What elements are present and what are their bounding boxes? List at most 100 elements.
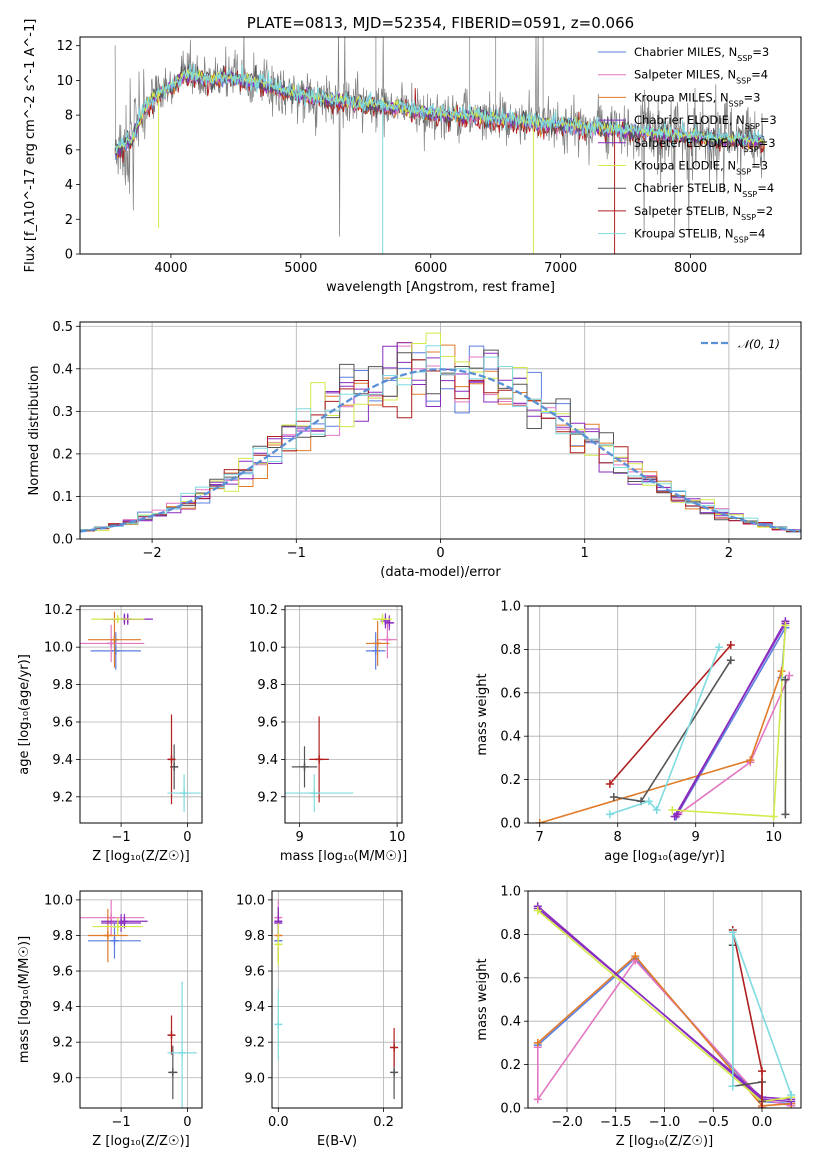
plot-frame	[527, 605, 802, 824]
y-tick-label: 0.2	[52, 447, 73, 462]
y-tick-label: 0	[65, 248, 73, 263]
salpeter_miles-point	[377, 620, 398, 659]
y-tick-label: 10.2	[249, 603, 278, 618]
legend-entry: 𝒩(0, 1)	[738, 337, 780, 351]
y-tick-label: 0.4	[52, 362, 73, 377]
legend-count: =3	[752, 45, 769, 59]
mass_vs_z-plot-area	[80, 891, 202, 1108]
mass_weight_vs_z-plot-area	[528, 891, 801, 1108]
age_vs_z-plot-area	[80, 606, 202, 823]
series-marker	[785, 671, 794, 680]
series-marker	[605, 810, 614, 819]
y-tick-label: 0.0	[500, 1102, 521, 1117]
series-marker	[781, 810, 790, 819]
point-marker	[111, 646, 120, 655]
x-axis-label: mass [log₁₀(M/M☉)]	[280, 849, 407, 864]
salpeter_elodie-series	[672, 617, 790, 819]
series-marker	[535, 819, 544, 823]
kroupa_stelib-histogram	[80, 345, 801, 535]
x-tick-label: −1	[287, 546, 306, 561]
plot-frame	[79, 890, 203, 1109]
y-tick-label: 2	[65, 213, 73, 228]
point-marker	[383, 635, 392, 644]
y-tick-label: 0.1	[52, 490, 73, 505]
y-tick-label: 10.0	[236, 893, 265, 908]
plot-frame	[79, 36, 802, 255]
y-tick-label: 4	[65, 178, 73, 193]
x-tick-label: −1	[112, 830, 131, 845]
legend-label: Chabrier STELIB, N	[634, 181, 742, 195]
y-tick-label: 1.0	[500, 885, 521, 900]
kroupa_elodie-series	[668, 621, 790, 821]
kroupa_elodie-point	[372, 613, 393, 625]
kroupa_stelib-model-line	[114, 63, 765, 154]
x-tick-label: −1.0	[649, 1115, 681, 1130]
legend-subscript: SSP	[734, 235, 749, 244]
x-tick-label: 0	[436, 546, 444, 561]
series-marker	[781, 675, 790, 684]
chabrier_miles-point	[90, 632, 141, 670]
y-tick-label: 10.2	[44, 603, 73, 618]
point-marker	[274, 1020, 283, 1029]
salpeter_elodie-point	[101, 914, 141, 932]
chabrier_stelib-series	[728, 941, 766, 1106]
kroupa_stelib-point	[274, 988, 283, 1060]
x-tick-label: −2	[143, 546, 162, 561]
y-tick-label: 9.8	[52, 929, 73, 944]
series-marker	[644, 797, 653, 806]
x-tick-label: 0	[183, 1115, 191, 1130]
y-tick-label: 9.4	[52, 753, 73, 768]
kroupa_stelib-series	[605, 643, 724, 819]
kroupa_stelib-point	[285, 774, 354, 812]
series-line	[537, 954, 792, 1107]
x-tick-label: −1	[112, 1115, 131, 1130]
x-axis-label: (data-model)/error	[380, 565, 501, 580]
legend-entry: Salpeter STELIB, NSSP=2	[634, 204, 773, 222]
legend-count: =3	[751, 159, 768, 173]
plot-frame	[284, 605, 403, 824]
y-tick-label: 9.8	[52, 678, 73, 693]
legend-label: Chabrier ELODIE, N	[634, 113, 745, 127]
y-tick-label: 8	[65, 109, 73, 124]
series-marker	[769, 812, 778, 821]
x-tick-label: 2	[725, 546, 733, 561]
point-marker	[168, 1068, 177, 1077]
x-tick-label: 10	[765, 830, 782, 845]
legend-label: Salpeter MILES, N	[634, 68, 736, 82]
point-marker	[178, 1048, 187, 1057]
x-tick-label: −0.5	[697, 1115, 729, 1130]
x-axis-label: Z [log₁₀(Z/Z☉)]	[616, 1134, 713, 1149]
residuals-plot-area	[80, 322, 801, 539]
x-tick-label: −2.0	[551, 1115, 583, 1130]
legend-count: =3	[744, 90, 761, 104]
x-tick-label: 1	[581, 546, 589, 561]
mass_vs_ebv-plot-area	[272, 891, 402, 1108]
kroupa_miles-point	[87, 611, 141, 668]
point-marker	[300, 762, 309, 771]
y-axis-label: mass weight	[475, 958, 490, 1040]
y-tick-label: 0.0	[52, 533, 73, 548]
legend-entry: Kroupa MILES, NSSP=3	[634, 90, 760, 108]
spectrum-plot-area	[114, 37, 765, 254]
legend-label: Kroupa ELODIE, N	[634, 159, 736, 173]
kroupa_miles-point	[365, 620, 390, 666]
chabrier_stelib-series	[781, 675, 790, 819]
mass_weight_vs_z-panel: −2.0 −1.5 −1.0 −0.5 0.0 0.0 0.2 0.4 0.6 0.8 1.0 Z […	[475, 885, 802, 1149]
y-tick-label: 9.6	[244, 965, 265, 980]
salpeter_miles-point	[80, 899, 145, 936]
y-tick-label: 6	[65, 143, 73, 158]
salpeter_stelib-point	[167, 714, 176, 805]
residuals-panel: −2 −1 0 1 2 0.0 0.1 0.2 0.3 0.4 0.5 (data-model)/er…	[27, 320, 802, 580]
point-marker	[390, 1068, 399, 1077]
legend-subscript: SSP	[744, 144, 759, 153]
spectrum-panel: 4000 5000 6000 7000 8000 0 2 4 6 8 10 12 wavelength …	[23, 14, 802, 295]
plot-frame	[79, 605, 203, 824]
legend-subscript: SSP	[745, 122, 760, 131]
x-tick-label: 0.0	[268, 1115, 289, 1130]
kroupa_elodie-point	[91, 615, 145, 624]
normal-distribution-curve	[80, 368, 801, 533]
legend-subscript: SSP	[729, 99, 744, 108]
point-marker	[113, 922, 122, 931]
point-marker	[373, 639, 382, 648]
